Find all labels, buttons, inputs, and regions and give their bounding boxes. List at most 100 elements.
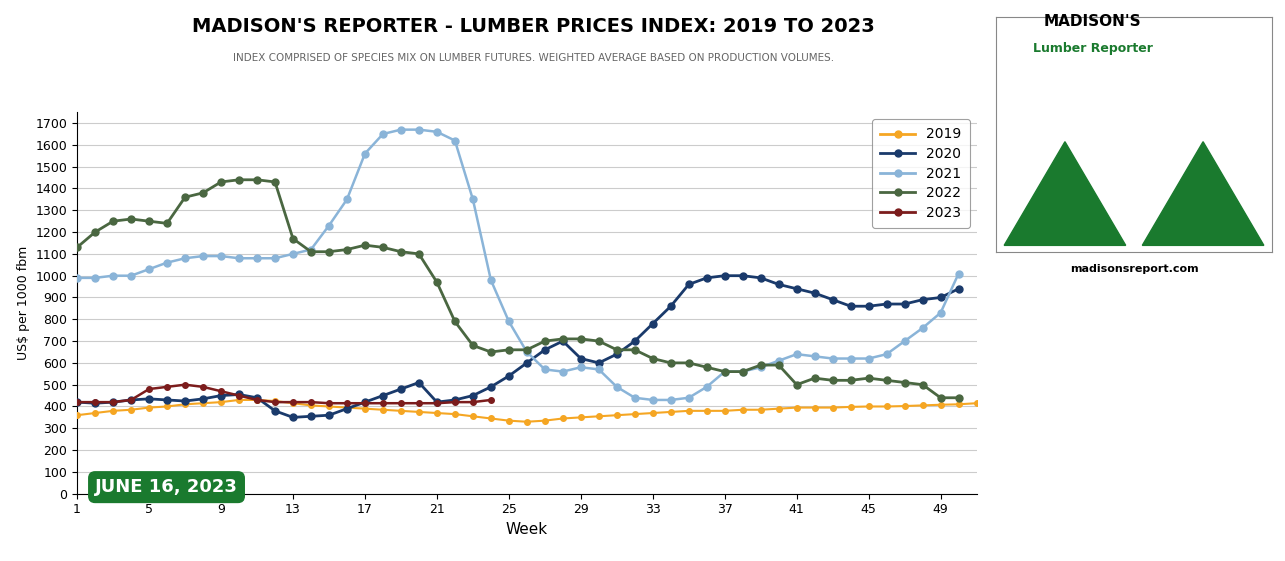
2021: [357, 150, 373, 157]
2022: [123, 215, 139, 222]
2023: [177, 381, 193, 388]
2022: [879, 377, 894, 384]
Line: 2023: 2023: [75, 382, 493, 406]
2023: [159, 384, 175, 390]
2020: [339, 405, 355, 412]
2021: [447, 137, 463, 144]
2022: [699, 364, 714, 371]
2020: [645, 320, 660, 327]
2022: [69, 244, 85, 251]
2019: [753, 406, 768, 413]
2020: [105, 399, 121, 406]
2020: [465, 392, 481, 399]
2023: [447, 399, 463, 406]
2019: [699, 407, 714, 414]
2020: [735, 272, 750, 279]
2021: [87, 274, 103, 281]
2022: [717, 368, 732, 375]
Line: 2019: 2019: [75, 397, 979, 425]
2022: [105, 218, 121, 224]
2021: [933, 309, 948, 316]
2020: [393, 385, 409, 392]
2020: [609, 351, 625, 357]
2020: [483, 384, 499, 390]
2021: [879, 351, 894, 357]
2022: [159, 220, 175, 227]
2022: [825, 377, 840, 384]
2023: [465, 399, 481, 406]
2021: [753, 364, 768, 371]
2021: [789, 351, 804, 357]
2020: [591, 360, 607, 366]
2022: [519, 347, 535, 353]
2022: [87, 229, 103, 236]
2020: [537, 347, 553, 353]
2020: [807, 290, 822, 297]
2023: [393, 400, 409, 407]
2021: [861, 355, 876, 362]
2023: [195, 384, 211, 390]
2022: [195, 190, 211, 196]
2020: [375, 392, 391, 399]
2022: [735, 368, 750, 375]
Legend: 2019, 2020, 2021, 2022, 2023: 2019, 2020, 2021, 2022, 2023: [873, 119, 970, 228]
2020: [951, 286, 966, 292]
2020: [843, 303, 858, 310]
2022: [933, 394, 948, 401]
Polygon shape: [1004, 142, 1126, 245]
2021: [627, 394, 642, 401]
2020: [141, 396, 157, 402]
2021: [825, 355, 840, 362]
2020: [663, 303, 678, 310]
Text: MADISON'S: MADISON'S: [1043, 14, 1141, 29]
2020: [771, 281, 786, 288]
2022: [789, 381, 804, 388]
2022: [375, 244, 391, 251]
2020: [177, 398, 193, 404]
2021: [249, 255, 265, 261]
2022: [429, 279, 445, 286]
2021: [681, 394, 696, 401]
2020: [699, 274, 714, 281]
2020: [285, 414, 301, 421]
2021: [699, 384, 714, 390]
2022: [141, 218, 157, 224]
Line: 2021: 2021: [73, 126, 962, 403]
2020: [717, 272, 732, 279]
2021: [123, 272, 139, 279]
2019: [951, 401, 966, 408]
2023: [123, 397, 139, 403]
2021: [951, 270, 966, 277]
2023: [339, 400, 355, 407]
2020: [789, 286, 804, 292]
2021: [501, 318, 517, 325]
2023: [429, 400, 445, 407]
2021: [483, 277, 499, 283]
2020: [501, 373, 517, 379]
2021: [285, 251, 301, 257]
2021: [609, 384, 625, 390]
2023: [249, 397, 265, 403]
2022: [231, 176, 247, 183]
2023: [321, 400, 337, 407]
2020: [933, 294, 948, 301]
2021: [303, 246, 319, 253]
2022: [591, 338, 607, 344]
Text: Lumber Reporter: Lumber Reporter: [1033, 42, 1153, 55]
2019: [69, 412, 85, 419]
Text: INDEX COMPRISED OF SPECIES MIX ON LUMBER FUTURES. WEIGHTED AVERAGE BASED ON PROD: INDEX COMPRISED OF SPECIES MIX ON LUMBER…: [233, 53, 834, 63]
2021: [537, 366, 553, 373]
2020: [879, 301, 894, 307]
2021: [645, 397, 660, 403]
2020: [267, 407, 283, 414]
2020: [357, 399, 373, 406]
2021: [663, 397, 678, 403]
2021: [429, 128, 445, 135]
2020: [411, 379, 427, 386]
2022: [393, 249, 409, 255]
2019: [375, 406, 391, 413]
2021: [393, 126, 409, 133]
2023: [357, 400, 373, 407]
2022: [555, 335, 571, 342]
2022: [303, 249, 319, 255]
